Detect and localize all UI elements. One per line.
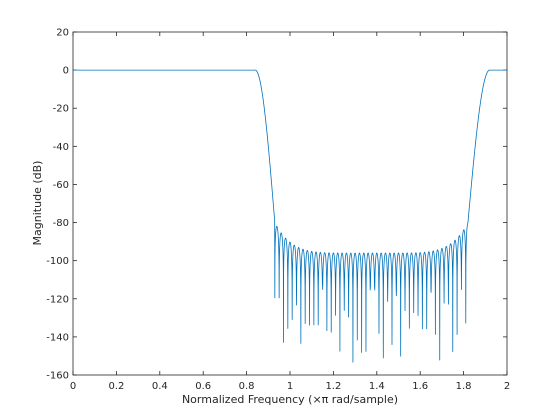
y-tick-label: -20: [53, 104, 69, 115]
x-tick-labels: 0 0.2 0.4 0.6 0.8 1 1.2 1.4 1.6 1.8 2: [70, 381, 510, 392]
x-tick-label: 2: [504, 381, 510, 392]
y-tick-label: -80: [53, 218, 69, 229]
x-tick-label: 1.6: [412, 381, 428, 392]
x-tick-label: 1.2: [325, 381, 341, 392]
axes-box: [72, 31, 508, 376]
y-tick-label: -120: [46, 294, 69, 305]
y-tick-label: -100: [46, 256, 69, 267]
y-tick-labels: 20 0 -20 -40 -60 -80 -100 -120 -140 -160: [46, 28, 69, 382]
y-tick-label: -140: [46, 332, 69, 343]
y-tick-label: -40: [53, 142, 69, 153]
x-tick-label: 0.6: [195, 381, 211, 392]
x-tick-label: 1.8: [456, 381, 472, 392]
magnitude-response-line: [73, 69, 507, 363]
y-axis-label: Magnitude (dB): [31, 161, 44, 246]
x-tick-label: 1: [287, 381, 293, 392]
y-tick-label: -160: [46, 371, 69, 382]
x-tick-label: 0.2: [108, 381, 124, 392]
x-tick-label: 0.8: [239, 381, 255, 392]
y-tick-label: 0: [63, 66, 69, 77]
y-tick-label: 20: [56, 28, 69, 39]
x-tick-label: 0.4: [152, 381, 168, 392]
plot-area: [73, 32, 507, 375]
x-axis-label: Normalized Frequency (×π rad/sample): [182, 393, 398, 406]
y-tick-label: -60: [53, 180, 69, 191]
x-tick-label: 1.4: [369, 381, 385, 392]
x-tick-label: 0: [70, 381, 76, 392]
